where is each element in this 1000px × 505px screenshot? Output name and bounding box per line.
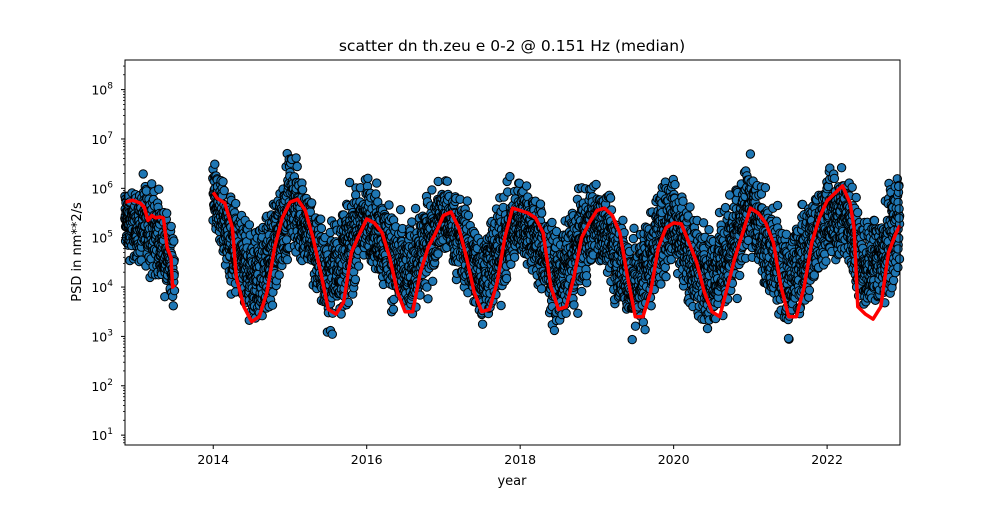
scatter-point [218, 177, 228, 187]
scatter-point [316, 223, 327, 234]
scatter-point [169, 236, 179, 246]
scatter-point [704, 225, 714, 235]
scatter-point [638, 317, 648, 327]
scatter-point [384, 200, 394, 210]
scatter-point [281, 235, 292, 245]
scatter-point [427, 185, 437, 195]
scatter-point [274, 270, 284, 280]
scatter-point [307, 198, 317, 208]
scatter-point [442, 176, 452, 187]
scatter-point [536, 284, 547, 294]
scatter-point [732, 293, 742, 304]
scatter-point [501, 273, 512, 284]
scatter-point [141, 186, 152, 196]
scatter-point [627, 334, 637, 345]
scatter-point [477, 319, 488, 329]
scatter-point [661, 272, 671, 282]
scatter-point [745, 149, 756, 159]
scatter-point [138, 169, 148, 179]
scatter-point [702, 323, 713, 334]
scatter-point [569, 300, 579, 310]
scatter-point [573, 308, 583, 318]
scatter-point [629, 223, 639, 234]
scatter-point [561, 308, 571, 318]
scatter-point [350, 274, 361, 285]
scatter-point [371, 189, 381, 199]
scatter-point [549, 325, 560, 336]
scatter-point [605, 193, 616, 203]
scatter-point [783, 333, 794, 344]
scatter-point [388, 304, 399, 314]
scatter-point [547, 217, 557, 228]
scatter-point [162, 208, 172, 218]
scatter-point [168, 301, 179, 311]
scatter-point [496, 300, 506, 311]
scatter-point [505, 171, 515, 182]
scatter-point [577, 286, 587, 297]
scatter-point [166, 221, 176, 232]
scatter-point [463, 210, 474, 221]
scatter-point [781, 229, 791, 240]
scatter-point [591, 179, 601, 190]
scatter-point [282, 255, 292, 265]
scatter-point [297, 185, 308, 195]
scatter-point [640, 325, 650, 335]
scatter-point [462, 196, 472, 206]
scatter-point [316, 214, 326, 224]
scatter-point [535, 199, 546, 209]
scatter-point [210, 159, 220, 169]
scatter-point [618, 215, 628, 226]
scatter-point [244, 220, 255, 230]
scatter-point [428, 276, 438, 286]
scatter-point [147, 179, 157, 189]
scatter-point [509, 252, 520, 262]
scatter-point [630, 321, 641, 331]
scatter-point [735, 270, 745, 281]
scatter-point [363, 173, 373, 184]
scatter-point [372, 178, 382, 188]
scatter-point [395, 205, 406, 215]
scatter-point [154, 184, 164, 194]
scatter-point [760, 183, 771, 193]
scatter-point [292, 161, 302, 172]
scatter-points [120, 148, 905, 345]
scatter-point [678, 196, 688, 206]
scatter-point [407, 217, 417, 227]
scatter-point [537, 208, 547, 218]
scatter-point [772, 200, 783, 211]
scatter-point [327, 329, 337, 339]
scatter-point [267, 300, 278, 310]
scatter-point [685, 202, 695, 212]
scatter-point [720, 202, 731, 213]
scatter-point [423, 294, 433, 304]
scatter-point [354, 261, 364, 271]
scatter-point [410, 203, 421, 214]
scatter-point [291, 153, 301, 163]
scatter-point [656, 279, 666, 289]
scatter-point [581, 271, 592, 281]
scatter-point [219, 185, 229, 196]
plot-area [120, 148, 905, 345]
scatter-point [670, 179, 680, 190]
scatter-point [521, 181, 532, 191]
scatter-point [231, 198, 241, 209]
